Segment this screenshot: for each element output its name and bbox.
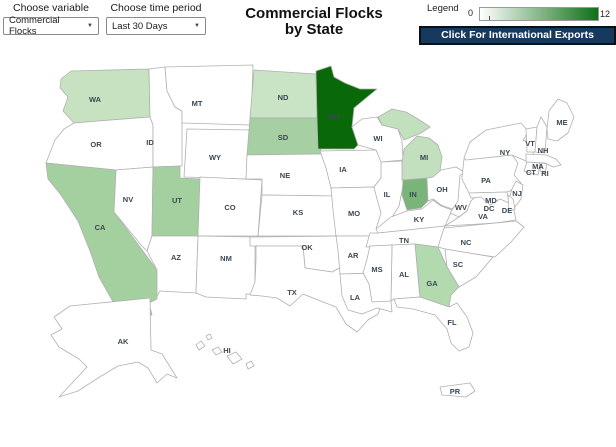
state-shape-AL[interactable]: [390, 243, 421, 302]
state-shape-PA[interactable]: [461, 154, 522, 194]
state-shape-HI[interactable]: [195, 333, 255, 370]
variable-select-value: Commercial Flocks: [9, 15, 60, 37]
state-shape-WA[interactable]: [59, 68, 151, 124]
state-shape-MD[interactable]: [468, 191, 510, 206]
state-label-HI: HI: [223, 346, 231, 355]
chevron-down-icon: ▼: [87, 23, 93, 29]
state-shape-CO[interactable]: [197, 176, 263, 237]
variable-select[interactable]: Commercial Flocks ▼: [3, 15, 99, 37]
state-shape-ME[interactable]: [546, 98, 575, 142]
state-shape-MT[interactable]: [164, 64, 254, 126]
legend-tick: [489, 16, 490, 20]
state-shape-PR[interactable]: [439, 382, 476, 398]
time-period-label: Choose time period: [110, 2, 202, 14]
legend-min-value: 0: [468, 8, 474, 18]
state-shape-CT[interactable]: [523, 161, 541, 176]
state-shape-DE[interactable]: [507, 194, 516, 212]
page-title-line2: by State: [284, 21, 344, 38]
time-period-select-value: Last 30 Days: [112, 20, 168, 32]
state-shape-FL[interactable]: [393, 296, 474, 352]
state-shape-IN[interactable]: [401, 177, 429, 211]
page-title: Commercial Flocks by State: [228, 6, 400, 38]
state-shape-WY[interactable]: [183, 128, 252, 180]
time-period-control: Choose time period Last 30 Days ▼: [106, 2, 206, 35]
state-shape-RI[interactable]: [539, 162, 548, 174]
variable-control: Choose variable Commercial Flocks ▼: [3, 2, 99, 37]
state-shape-MN[interactable]: [315, 65, 378, 150]
legend-max-value: 12: [600, 9, 611, 19]
time-period-select[interactable]: Last 30 Days ▼: [106, 17, 206, 35]
international-exports-button[interactable]: Click For International Exports: [419, 26, 616, 45]
state-shape-IA[interactable]: [319, 149, 383, 189]
state-shape-SD[interactable]: [246, 117, 322, 156]
state-shape-AK[interactable]: [50, 297, 178, 398]
chevron-down-icon: ▼: [194, 23, 200, 29]
state-shape-NM[interactable]: [195, 235, 256, 300]
legend-title: Legend: [427, 3, 459, 14]
state-shape-WI[interactable]: [351, 116, 404, 163]
state-shape-MS[interactable]: [362, 244, 393, 303]
page-title-line1: Commercial Flocks: [245, 5, 383, 22]
legend-gradient-bar: [479, 7, 599, 21]
state-shape-NH[interactable]: [534, 116, 548, 154]
state-shape-OR[interactable]: [45, 116, 154, 171]
state-shape-NC[interactable]: [437, 220, 525, 258]
state-shape-ND[interactable]: [249, 69, 318, 119]
variable-label: Choose variable: [13, 2, 89, 14]
